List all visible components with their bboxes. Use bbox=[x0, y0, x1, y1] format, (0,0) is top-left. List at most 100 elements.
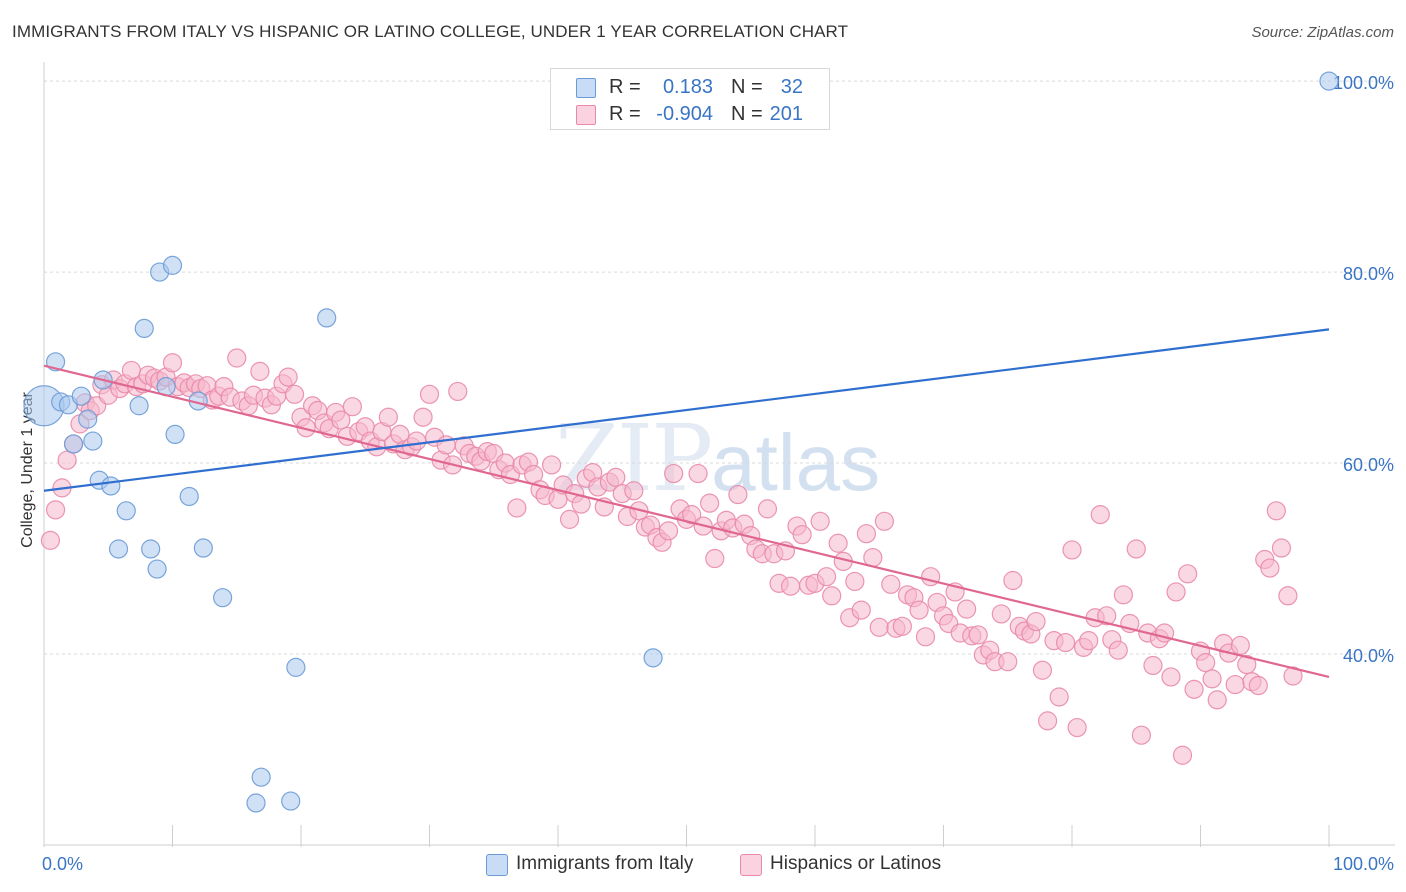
point-hispanic bbox=[688, 463, 708, 484]
point-hispanic bbox=[507, 498, 527, 518]
point-hispanic bbox=[757, 499, 778, 519]
point-hispanic bbox=[1037, 711, 1058, 731]
point-hispanic bbox=[378, 407, 398, 427]
point-hispanic bbox=[413, 407, 433, 427]
point-italy bbox=[286, 657, 306, 677]
point-hispanic bbox=[162, 353, 183, 373]
point-hispanic bbox=[874, 511, 894, 531]
point-hispanic bbox=[1271, 538, 1292, 558]
point-hispanic bbox=[1131, 725, 1151, 745]
point-hispanic bbox=[1278, 586, 1298, 606]
r-label: R = bbox=[609, 103, 641, 125]
point-hispanic bbox=[957, 599, 977, 619]
point-hispanic bbox=[331, 410, 351, 430]
n-value: 201 bbox=[769, 103, 803, 125]
point-italy bbox=[101, 476, 121, 496]
point-hispanic bbox=[1166, 582, 1186, 602]
point-italy bbox=[179, 486, 199, 507]
point-hispanic bbox=[1126, 539, 1146, 559]
point-italy bbox=[193, 538, 213, 558]
point-hispanic bbox=[559, 509, 580, 529]
point-hispanic bbox=[1143, 655, 1163, 676]
x-tick-label: 100.0% bbox=[1333, 854, 1394, 874]
point-hispanic bbox=[1079, 631, 1099, 651]
point-hispanic bbox=[728, 484, 748, 505]
point-hispanic bbox=[541, 455, 562, 475]
point-italy bbox=[108, 539, 129, 559]
point-italy bbox=[134, 318, 154, 339]
point-hispanic bbox=[419, 384, 440, 404]
point-hispanic bbox=[845, 571, 865, 592]
legend-swatch-italy bbox=[486, 854, 508, 876]
n-value: 32 bbox=[780, 76, 803, 98]
point-hispanic bbox=[250, 361, 270, 381]
point-italy bbox=[1319, 71, 1339, 91]
point-hispanic bbox=[915, 627, 936, 647]
point-italy bbox=[78, 409, 98, 429]
point-italy bbox=[213, 588, 233, 608]
point-hispanic bbox=[407, 431, 427, 451]
point-hispanic bbox=[1237, 654, 1257, 675]
point-italy bbox=[281, 791, 301, 811]
trendline-hispanic bbox=[43, 364, 1330, 679]
r-value: 0.183 bbox=[662, 76, 713, 98]
point-hispanic bbox=[1049, 687, 1069, 707]
point-hispanic bbox=[1184, 679, 1204, 699]
x-tick-label: 0.0% bbox=[42, 854, 83, 874]
point-hispanic bbox=[278, 367, 298, 387]
point-hispanic bbox=[1032, 660, 1053, 680]
point-hispanic bbox=[624, 481, 644, 501]
point-hispanic bbox=[700, 493, 720, 513]
point-hispanic bbox=[1026, 611, 1046, 632]
y-tick-label: 40.0% bbox=[1343, 646, 1394, 666]
point-hispanic bbox=[1260, 558, 1280, 578]
point-hispanic bbox=[1003, 570, 1023, 591]
point-hispanic bbox=[892, 616, 912, 636]
point-hispanic bbox=[1062, 540, 1082, 560]
point-hispanic bbox=[851, 600, 871, 620]
point-hispanic bbox=[991, 604, 1011, 624]
point-hispanic bbox=[1172, 745, 1193, 765]
point-hispanic bbox=[1090, 505, 1110, 525]
correlation-legend: R = 0.183 N = 32 R = -0.904 N = 201 bbox=[550, 68, 830, 130]
point-hispanic bbox=[810, 511, 830, 531]
point-hispanic bbox=[606, 467, 626, 487]
point-hispanic bbox=[816, 567, 837, 587]
point-hispanic bbox=[792, 525, 812, 545]
point-hispanic bbox=[822, 586, 842, 606]
point-italy bbox=[141, 539, 161, 559]
series-legend: Immigrants from Italy Hispanics or Latin… bbox=[0, 852, 1406, 878]
point-hispanic bbox=[1113, 585, 1134, 605]
point-hispanic bbox=[40, 530, 61, 550]
n-label: N = bbox=[731, 103, 763, 125]
point-italy bbox=[71, 386, 91, 406]
point-hispanic bbox=[856, 524, 877, 544]
y-tick-label: 80.0% bbox=[1343, 264, 1394, 284]
legend-label-italy: Immigrants from Italy bbox=[516, 853, 694, 874]
point-hispanic bbox=[45, 500, 66, 520]
legend-row-hispanic: R = -0.904 N = 201 bbox=[551, 101, 829, 127]
r-value: -0.904 bbox=[656, 103, 713, 125]
point-italy bbox=[116, 501, 136, 521]
legend-label-hispanic: Hispanics or Latinos bbox=[770, 853, 942, 874]
point-italy bbox=[147, 559, 167, 579]
point-hispanic bbox=[909, 600, 929, 620]
point-hispanic bbox=[1108, 640, 1128, 660]
point-hispanic bbox=[869, 617, 889, 637]
point-hispanic bbox=[664, 463, 684, 484]
point-hispanic bbox=[1196, 653, 1216, 673]
point-hispanic bbox=[1097, 606, 1117, 626]
point-hispanic bbox=[1178, 564, 1198, 584]
legend-swatch-italy bbox=[576, 78, 596, 98]
point-hispanic bbox=[1055, 632, 1076, 653]
legend-row-italy: R = 0.183 N = 32 bbox=[551, 74, 829, 100]
trendline-italy bbox=[43, 328, 1330, 492]
r-label: R = bbox=[609, 76, 641, 98]
point-italy bbox=[83, 431, 103, 451]
point-hispanic bbox=[1067, 717, 1087, 738]
n-label: N = bbox=[731, 76, 763, 98]
point-italy bbox=[129, 396, 149, 416]
point-hispanic bbox=[1266, 501, 1286, 521]
point-hispanic bbox=[780, 576, 801, 596]
